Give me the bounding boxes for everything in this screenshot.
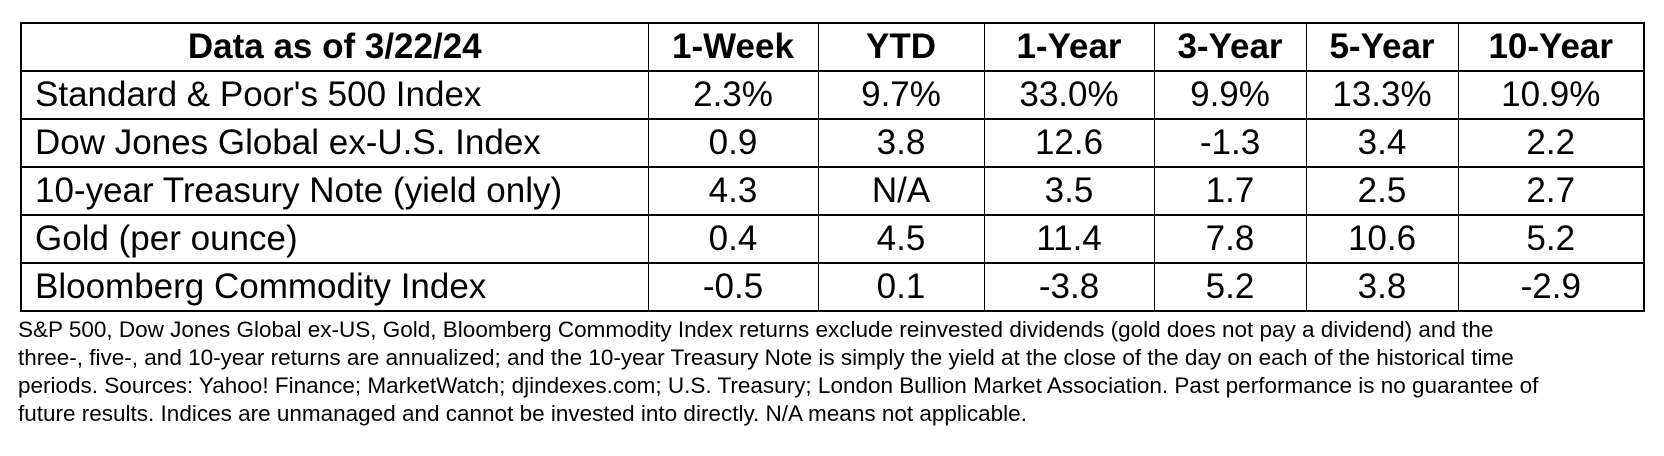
row-label: Standard & Poor's 500 Index <box>20 70 649 120</box>
cell-value: -3.8 <box>983 262 1155 312</box>
column-header-1-week: 1-Week <box>647 22 819 72</box>
column-header-10-year: 10-Year <box>1457 22 1645 72</box>
cell-value: 4.5 <box>817 214 985 264</box>
footnote: S&P 500, Dow Jones Global ex-US, Gold, B… <box>18 316 1538 428</box>
cell-value: 2.5 <box>1305 166 1459 216</box>
cell-value: 1.7 <box>1153 166 1307 216</box>
cell-value: -0.5 <box>647 262 819 312</box>
cell-value: 11.4 <box>983 214 1155 264</box>
cell-value: 2.7 <box>1457 166 1645 216</box>
footnote-line: three-, five-, and 10-year returns are a… <box>18 345 1514 370</box>
cell-value: 5.2 <box>1153 262 1307 312</box>
table-title-cell: Data as of 3/22/24 <box>20 22 649 72</box>
footnote-line: S&P 500, Dow Jones Global ex-US, Gold, B… <box>18 317 1494 342</box>
row-label: Bloomberg Commodity Index <box>20 262 649 312</box>
table-row-treasury-note: 10-year Treasury Note (yield only) 4.3 N… <box>20 166 1645 216</box>
cell-value: 0.4 <box>647 214 819 264</box>
cell-value: 5.2 <box>1457 214 1645 264</box>
cell-value: N/A <box>817 166 985 216</box>
cell-value: 3.5 <box>983 166 1155 216</box>
cell-value: 12.6 <box>983 118 1155 168</box>
header-row: Data as of 3/22/24 1-Week YTD 1-Year 3-Y… <box>20 22 1645 72</box>
cell-value: 3.8 <box>817 118 985 168</box>
table-row-dow-jones-global: Dow Jones Global ex-U.S. Index 0.9 3.8 1… <box>20 118 1645 168</box>
cell-value: 9.9% <box>1153 70 1307 120</box>
cell-value: 4.3 <box>647 166 819 216</box>
footnote-line: periods. Sources: Yahoo! Finance; Market… <box>18 373 1539 398</box>
cell-value: 7.8 <box>1153 214 1307 264</box>
footnote-line: future results. Indices are unmanaged an… <box>18 401 1027 426</box>
column-header-ytd: YTD <box>817 22 985 72</box>
cell-value: 9.7% <box>817 70 985 120</box>
cell-value: 13.3% <box>1305 70 1459 120</box>
cell-value: -1.3 <box>1153 118 1307 168</box>
table-row-bloomberg-commodity: Bloomberg Commodity Index -0.5 0.1 -3.8 … <box>20 262 1645 312</box>
cell-value: 3.8 <box>1305 262 1459 312</box>
table-row-gold: Gold (per ounce) 0.4 4.5 11.4 7.8 10.6 5… <box>20 214 1645 264</box>
cell-value: 2.3% <box>647 70 819 120</box>
row-label: Dow Jones Global ex-U.S. Index <box>20 118 649 168</box>
cell-value: 10.9% <box>1457 70 1645 120</box>
cell-value: 3.4 <box>1305 118 1459 168</box>
column-header-3-year: 3-Year <box>1153 22 1307 72</box>
cell-value: 0.1 <box>817 262 985 312</box>
column-header-5-year: 5-Year <box>1305 22 1459 72</box>
cell-value: 33.0% <box>983 70 1155 120</box>
table-row-sp500: Standard & Poor's 500 Index 2.3% 9.7% 33… <box>20 70 1645 120</box>
cell-value: -2.9 <box>1457 262 1645 312</box>
cell-value: 10.6 <box>1305 214 1459 264</box>
performance-table: Data as of 3/22/24 1-Week YTD 1-Year 3-Y… <box>20 22 1645 312</box>
cell-value: 0.9 <box>647 118 819 168</box>
column-header-1-year: 1-Year <box>983 22 1155 72</box>
row-label: Gold (per ounce) <box>20 214 649 264</box>
row-label: 10-year Treasury Note (yield only) <box>20 166 649 216</box>
cell-value: 2.2 <box>1457 118 1645 168</box>
